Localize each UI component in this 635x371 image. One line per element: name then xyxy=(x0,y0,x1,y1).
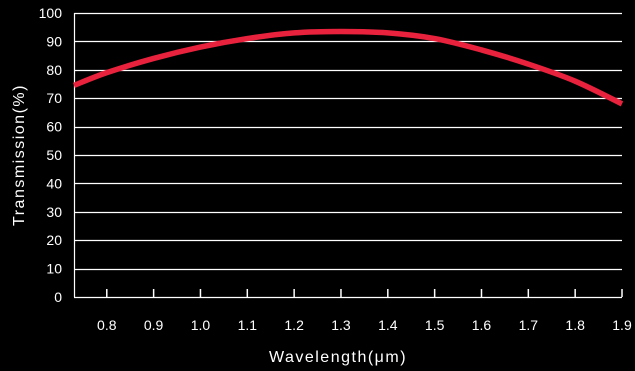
x-tick-label-1.2: 1.2 xyxy=(284,317,304,333)
x-tick-label-0.8: 0.8 xyxy=(97,317,117,333)
series-layer xyxy=(72,28,624,107)
y-tick-label-20: 20 xyxy=(46,232,62,248)
y-axis: 0 10 20 30 40 50 60 70 80 90 100 xyxy=(39,5,76,305)
x-tick-label-1.4: 1.4 xyxy=(378,317,398,333)
y-tick-label-50: 50 xyxy=(46,147,62,163)
y-axis-title: Transmission(%) xyxy=(11,84,28,226)
y-tick-label-30: 30 xyxy=(46,204,62,220)
y-tick-label-40: 40 xyxy=(46,175,62,191)
y-tick-label-10: 10 xyxy=(46,261,62,277)
y-tick-label-70: 70 xyxy=(46,90,62,106)
series-line-0 xyxy=(72,28,624,107)
y-tick-label-60: 60 xyxy=(46,119,62,135)
x-tick-label-0.9: 0.9 xyxy=(144,317,164,333)
x-axis: 0.8 0.9 1.0 1.1 1.2 1.3 1.4 1.5 1.6 1.7 1.8 1.9 xyxy=(97,289,632,333)
x-tick-label-1.3: 1.3 xyxy=(331,317,351,333)
y-tick-label-0: 0 xyxy=(54,289,62,305)
x-tick-label-1.6: 1.6 xyxy=(472,317,492,333)
x-tick-label-1.5: 1.5 xyxy=(425,317,445,333)
y-tick-label-100: 100 xyxy=(39,5,63,21)
x-axis-title: Wavelength(μm) xyxy=(269,349,407,366)
x-tick-label-1.9: 1.9 xyxy=(612,317,632,333)
gridlines xyxy=(74,12,622,299)
x-tick-label-1.7: 1.7 xyxy=(519,317,539,333)
y-tick-label-80: 80 xyxy=(46,62,62,78)
y-tick-label-90: 90 xyxy=(46,33,62,49)
x-tick-label-1.1: 1.1 xyxy=(238,317,258,333)
x-tick-label-1.0: 1.0 xyxy=(191,317,211,333)
x-tick-label-1.8: 1.8 xyxy=(565,317,585,333)
